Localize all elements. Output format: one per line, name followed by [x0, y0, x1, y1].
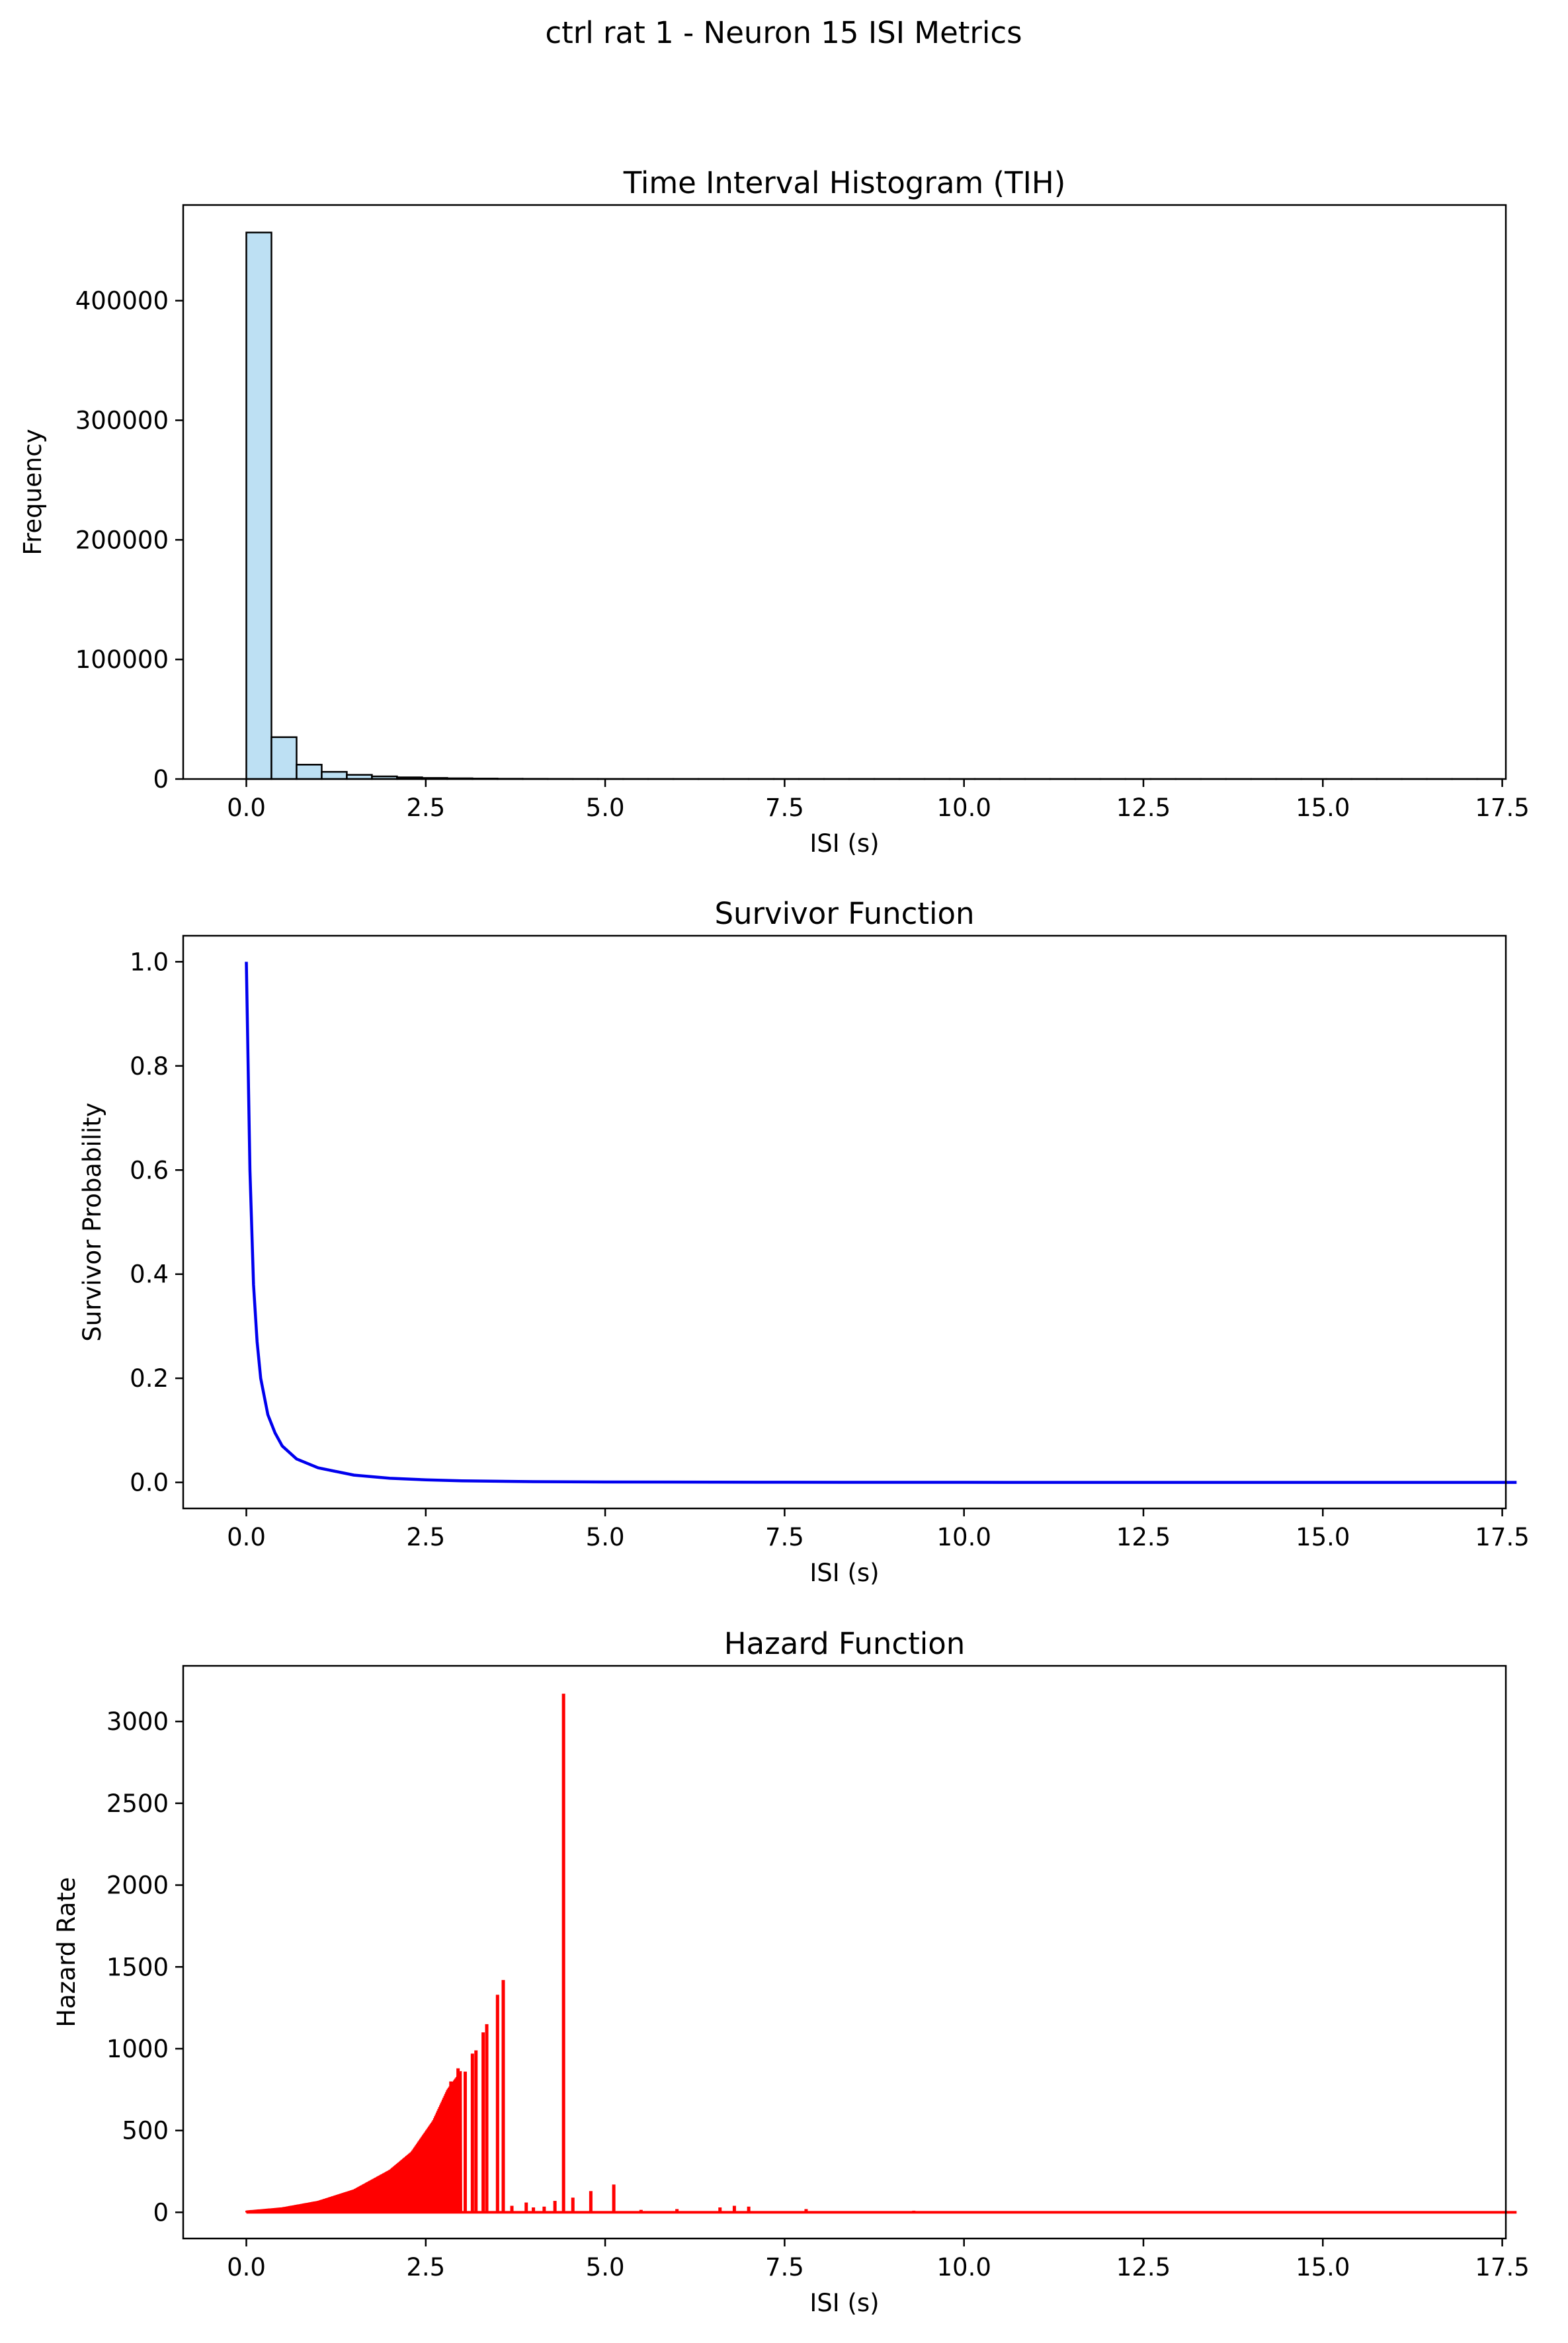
x-tick-label: 0.0 [227, 1523, 266, 1551]
plot-frame [182, 204, 1507, 780]
plot-frame [182, 934, 1507, 1510]
chart-panel-1: Time Interval Histogram (TIH) 0.0 2.5 5.0 7.… [19, 165, 1530, 858]
plot-frame [182, 1665, 1507, 2240]
x-tick-label: 12.5 [1116, 2253, 1171, 2281]
x-tick-label: 2.5 [406, 794, 445, 822]
x-tick-label: 5.0 [586, 2253, 625, 2281]
x-tick-label: 7.5 [765, 1523, 804, 1551]
y-tick-label: 2500 [106, 1789, 169, 1818]
y-tick-label: 400000 [75, 287, 169, 315]
chart-title: Time Interval Histogram (TIH) [623, 165, 1066, 200]
x-tick-label: 7.5 [765, 794, 804, 822]
x-tick-label: 10.0 [936, 794, 991, 822]
x-tick-label: 15.0 [1296, 1523, 1350, 1551]
survivor-line [245, 962, 1517, 1484]
chart-panel-3: Hazard Function 0.0 2.5 5.0 7.5 10.0 12.5 15.0 1… [52, 1626, 1530, 2317]
y-tick-label: 0.8 [130, 1052, 169, 1081]
y-tick-label: 100000 [75, 645, 169, 674]
y-tick-label: 200000 [75, 526, 169, 554]
x-tick-label: 17.5 [1475, 1523, 1529, 1551]
x-axis-label: ISI (s) [809, 1559, 879, 1587]
histogram-bar [296, 764, 323, 780]
x-tick-label: 2.5 [406, 1523, 445, 1551]
histogram-bar [321, 770, 348, 780]
y-tick-label: 0 [153, 2198, 169, 2227]
x-tick-label: 2.5 [406, 2253, 445, 2281]
y-tick-label: 1500 [106, 1953, 169, 1981]
x-tick-label: 15.0 [1296, 794, 1350, 822]
x-tick-label: 0.0 [227, 794, 266, 822]
y-tick-label: 0.6 [130, 1156, 169, 1184]
x-tick-label: 5.0 [586, 1523, 625, 1551]
x-tick-label: 5.0 [586, 794, 625, 822]
chart-title: Survivor Function [714, 896, 974, 931]
hazard-envelope-line [245, 2071, 462, 2213]
histogram-bar [270, 736, 298, 780]
x-tick-label: 10.0 [936, 1523, 991, 1551]
y-tick-label: 1000 [106, 2035, 169, 2063]
chart-title: Hazard Function [724, 1626, 966, 1661]
y-axis-label: Frequency [19, 429, 47, 555]
y-axis-label: Survivor Probability [78, 1102, 106, 1341]
x-tick-label: 12.5 [1116, 1523, 1171, 1551]
y-tick-label: 1.0 [130, 948, 169, 976]
x-axis-label: ISI (s) [809, 829, 879, 858]
x-axis-label: ISI (s) [809, 2289, 879, 2317]
figure-suptitle: ctrl rat 1 - Neuron 15 ISI Metrics [545, 15, 1022, 50]
y-tick-label: 0.4 [130, 1260, 169, 1289]
y-tick-label: 500 [122, 2117, 169, 2145]
x-tick-label: 7.5 [765, 2253, 804, 2281]
x-tick-label: 17.5 [1475, 2253, 1529, 2281]
x-tick-label: 10.0 [936, 2253, 991, 2281]
y-tick-label: 300000 [75, 407, 169, 435]
y-axis-label: Hazard Rate [52, 1877, 81, 2027]
y-tick-label: 2000 [106, 1871, 169, 1900]
y-tick-label: 0.2 [130, 1364, 169, 1393]
x-tick-label: 0.0 [227, 2253, 266, 2281]
y-tick-label: 3000 [106, 1707, 169, 1736]
chart-panel-2: Survivor Function 0.0 2.5 5.0 7.5 10.0 12.5 15.… [78, 896, 1530, 1587]
x-tick-label: 15.0 [1296, 2253, 1350, 2281]
x-tick-label: 12.5 [1116, 794, 1171, 822]
y-tick-label: 0 [153, 765, 169, 794]
x-tick-label: 17.5 [1475, 794, 1529, 822]
y-tick-label: 0.0 [130, 1469, 169, 1497]
histogram-bar [245, 231, 272, 780]
